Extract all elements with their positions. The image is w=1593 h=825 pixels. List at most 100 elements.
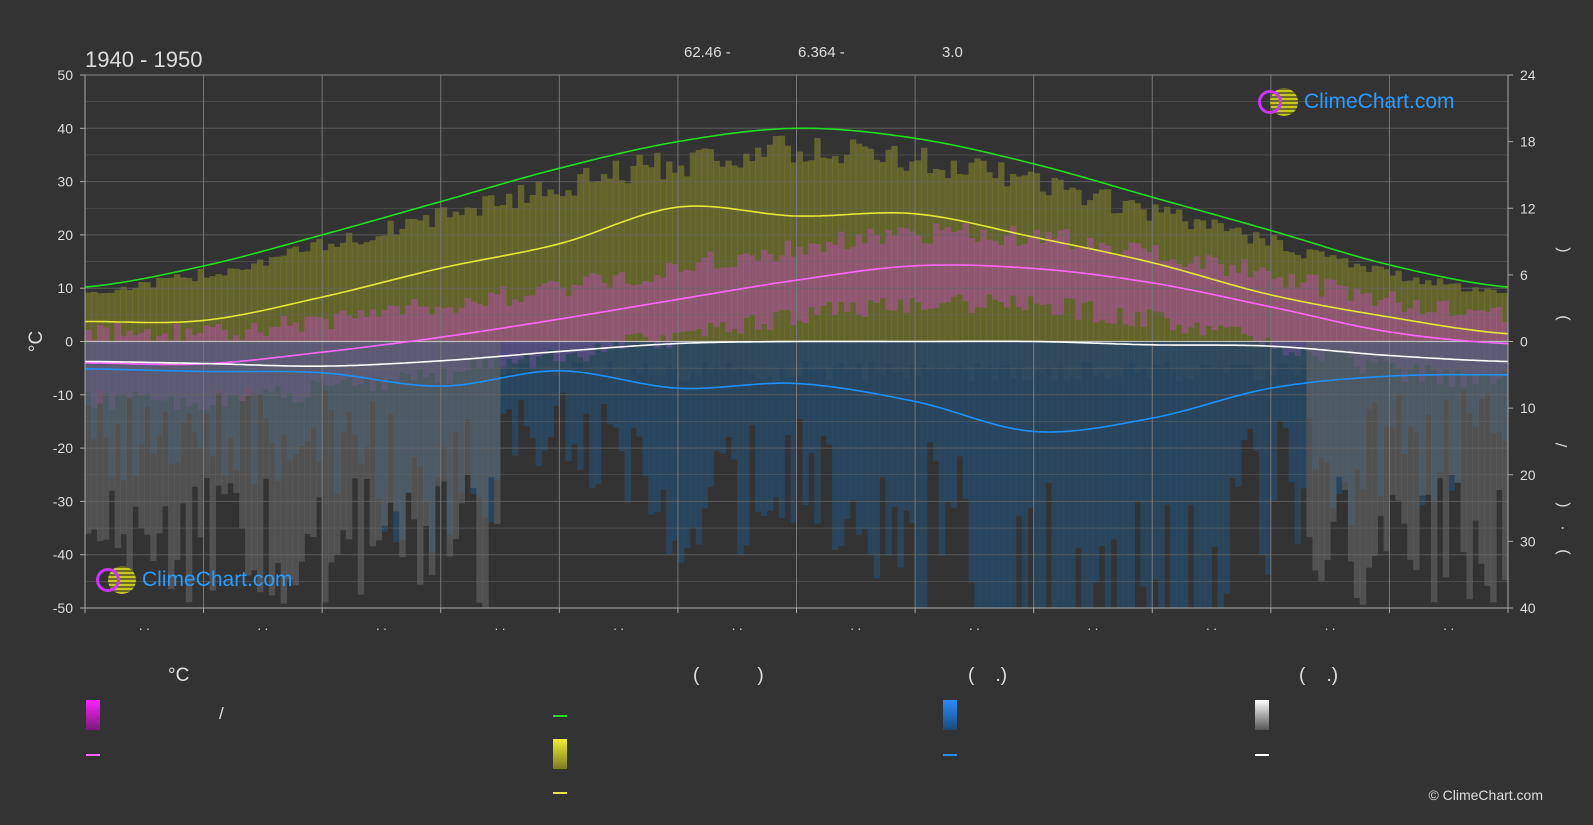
snow-bar — [826, 341, 833, 381]
sunshine-bar — [126, 289, 133, 342]
temperature-range-bar — [808, 243, 815, 308]
snow-bar — [784, 341, 792, 378]
sunshine-bar — [1170, 213, 1177, 342]
snow-bar — [974, 341, 981, 363]
sunshine-bar — [565, 190, 572, 342]
sunshine-bar — [879, 162, 886, 342]
copyright[interactable]: © ClimeChart.com — [1428, 787, 1543, 803]
precipitation-bar — [897, 341, 904, 568]
snow-bar — [671, 341, 679, 369]
sunshine-bar — [1472, 287, 1479, 342]
sunshine-bar — [1389, 275, 1396, 342]
temperature-range-bar — [725, 267, 732, 333]
snow-bar — [351, 341, 359, 479]
precipitation-bar — [861, 341, 869, 530]
temperature-range-bar — [1353, 288, 1361, 367]
snow-bar — [1116, 341, 1124, 377]
temperature-range-bar — [1187, 263, 1195, 328]
temperature-range-bar — [1193, 256, 1201, 323]
snow-bar — [660, 341, 667, 377]
precipitation-bar — [1253, 341, 1260, 451]
temperature-range-bar — [624, 283, 631, 335]
temperature-range-bar — [802, 254, 809, 323]
temperature-range-bar — [1217, 264, 1224, 326]
precipitation-bar — [849, 341, 857, 501]
sunshine-bar — [1187, 229, 1195, 342]
snow-bar — [1490, 341, 1497, 603]
sunshine-bar — [1442, 284, 1450, 342]
temperature-range-bar — [1395, 302, 1402, 369]
left-tick-label: 40 — [57, 120, 73, 136]
snow-bar — [322, 341, 329, 603]
snow-bar — [571, 341, 578, 362]
right-axis-label-glyph: ) — [1554, 315, 1571, 320]
sunshine-bar — [1276, 240, 1284, 342]
sunshine-bar — [701, 148, 709, 342]
left-tick-label: 30 — [57, 174, 73, 190]
sunshine-bar — [778, 135, 786, 342]
sunshine-bar — [814, 138, 821, 342]
precipitation-bar — [962, 341, 969, 499]
precipitation-bar — [541, 341, 548, 451]
sunshine-bar — [428, 227, 436, 342]
temperature-range-bar — [974, 241, 981, 308]
sunshine-bar — [1075, 189, 1082, 342]
temperature-range-bar — [962, 223, 969, 302]
temperature-range-bar — [494, 294, 501, 357]
precipitation-bar — [1300, 341, 1307, 489]
snow-bar — [855, 341, 863, 364]
temperature-range-bar — [1377, 300, 1384, 358]
precipitation-bar — [588, 341, 596, 489]
temperature-range-bar — [737, 254, 744, 334]
sunshine-bar — [517, 184, 525, 342]
snow-bar — [885, 341, 892, 365]
snow-bar — [630, 341, 637, 368]
temperature-range-bar — [731, 266, 738, 330]
precipitation-bar — [1264, 341, 1272, 575]
precipitation-bar — [1164, 341, 1171, 505]
climechart-logo-bottom[interactable]: ClimeChart.com — [96, 566, 293, 594]
sunshine-bar — [926, 173, 934, 342]
snow-bar — [464, 341, 471, 475]
temperature-range-bar — [1015, 245, 1023, 308]
legend-temperature-range-label: / — [219, 704, 224, 723]
snow-bar — [393, 341, 400, 512]
temperature-range-bar — [1116, 256, 1124, 309]
snow-bar — [1063, 341, 1070, 381]
sunshine-bar — [357, 244, 365, 342]
temperature-range-bar — [517, 302, 525, 360]
snow-bar — [476, 341, 483, 603]
sunshine-bar — [399, 228, 406, 342]
precipitation-bar — [754, 341, 762, 512]
temperature-range-bar — [1424, 311, 1432, 365]
sunshine-bar — [120, 286, 128, 342]
snow-bar — [588, 341, 596, 370]
temperature-range-bar — [879, 243, 886, 299]
sunshine-bar — [1341, 258, 1349, 342]
temperature-range-bar — [1341, 286, 1349, 351]
snow-bar — [1448, 341, 1456, 476]
snow-bar — [1318, 341, 1325, 582]
precipitation-bar — [766, 341, 774, 511]
snow-bar — [1312, 341, 1319, 571]
month-tick-label: . . — [732, 618, 743, 633]
snow-bar — [452, 341, 460, 540]
temperature-range-bar — [571, 284, 578, 353]
temperature-range-bar — [677, 272, 685, 333]
snow-bar — [743, 341, 750, 373]
sunshine-bar — [992, 178, 999, 342]
temperature-range-bar — [1098, 242, 1106, 321]
snow-bar — [1223, 341, 1230, 374]
snow-bar — [814, 341, 821, 369]
climechart-logo-top[interactable]: ClimeChart.com — [1258, 88, 1455, 116]
sunshine-bar — [500, 204, 507, 342]
month-tick-label: . . — [613, 618, 624, 633]
sunshine-bar — [1407, 280, 1414, 342]
precipitation-bar — [891, 341, 898, 508]
precipitation-bar — [1045, 341, 1052, 483]
snow-bar — [612, 341, 620, 381]
snow-bar — [1033, 341, 1041, 371]
precipitation-bar — [944, 341, 952, 503]
snow-bar — [144, 341, 151, 535]
